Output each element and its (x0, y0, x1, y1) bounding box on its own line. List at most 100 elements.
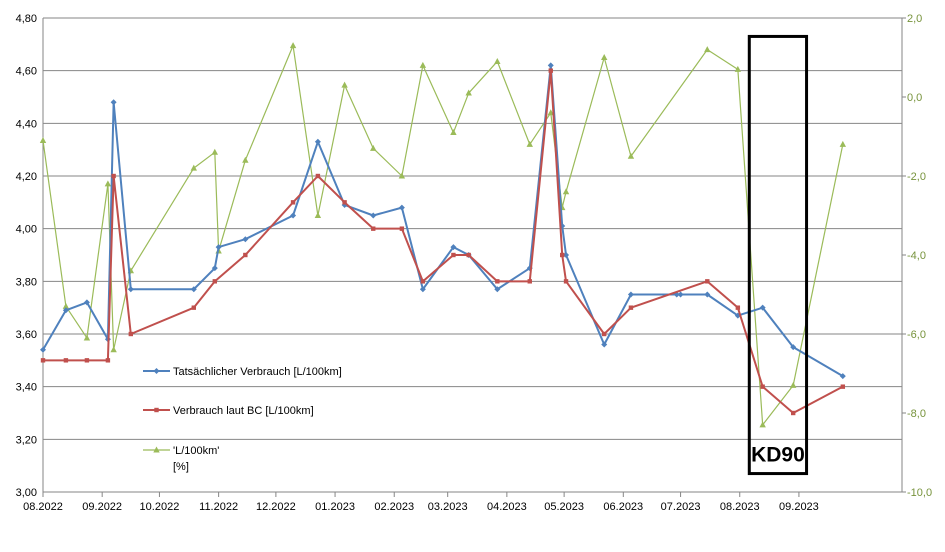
data-point (494, 286, 501, 293)
data-point (215, 244, 222, 251)
left-axis-ticks: 3,00 3,20 3,40 3,60 3,80 4,00 4,20 4,40 4,60 4,80 (16, 13, 37, 499)
right-axis-ticks: -10,0 -8,0 -6,0 -4,0 -2,0 0,0 2,0 (902, 13, 932, 499)
data-point (628, 305, 634, 310)
right-tick-label: -6,0 (907, 329, 926, 341)
left-tick-label: 3,00 (16, 487, 37, 499)
data-point (790, 410, 796, 416)
data-point (734, 65, 742, 72)
x-tick-label: 07.2023 (661, 501, 701, 513)
x-tick-label: 06.2023 (603, 501, 643, 513)
data-point (420, 279, 426, 284)
left-tick-label: 3,40 (16, 382, 37, 394)
data-point (547, 62, 554, 69)
data-point (705, 279, 710, 284)
gridlines (43, 17, 902, 493)
data-point (627, 291, 634, 298)
series-group (39, 42, 847, 428)
data-point (211, 148, 218, 155)
left-tick-label: 3,80 (16, 276, 37, 288)
data-point (450, 129, 457, 136)
data-point (399, 226, 405, 231)
data-point (83, 334, 91, 341)
data-point (627, 152, 635, 159)
left-tick-label: 4,60 (16, 66, 37, 78)
data-point (40, 358, 46, 363)
data-point (601, 341, 608, 348)
data-point (63, 358, 69, 363)
right-tick-label: -4,0 (907, 250, 926, 262)
x-tick-label: 12.2022 (256, 501, 296, 513)
left-tick-label: 3,20 (16, 434, 37, 446)
data-point (398, 172, 406, 179)
data-point (760, 384, 765, 389)
data-point (419, 286, 426, 293)
data-point (839, 373, 846, 380)
legend-swatch-marker (153, 368, 160, 374)
data-point (563, 279, 569, 284)
legend-label: 'L/100km' (173, 445, 219, 457)
series-2 (40, 68, 846, 416)
data-point (315, 173, 321, 179)
data-point (110, 99, 117, 106)
data-point (289, 42, 297, 49)
x-tick-label: 09.2022 (82, 501, 122, 513)
data-point (563, 252, 570, 258)
data-point (104, 180, 112, 187)
data-point (839, 140, 847, 147)
data-point (789, 381, 797, 388)
right-tick-label: 0,0 (907, 92, 922, 104)
data-point (527, 279, 532, 284)
data-point (242, 236, 249, 243)
data-point (190, 286, 197, 293)
data-point (494, 57, 501, 64)
left-tick-label: 4,80 (16, 13, 37, 25)
x-axis-ticks: 08.2022 09.2022 10.2022 11.2022 12.2022 01.20… (23, 492, 819, 513)
x-tick-label: 11.2022 (199, 501, 238, 513)
data-point (191, 305, 197, 310)
data-point (314, 138, 321, 145)
right-tick-label: -10,0 (907, 487, 932, 499)
data-point (62, 307, 69, 314)
left-tick-label: 3,60 (16, 329, 37, 341)
legend-label: Verbrauch laut BC [L/100km] (173, 405, 314, 417)
data-point (290, 212, 297, 219)
annotation-label: KD90 (751, 444, 805, 467)
data-point (704, 46, 711, 53)
data-point (128, 331, 134, 337)
data-point (735, 305, 741, 310)
x-tick-label: 04.2023 (487, 501, 527, 513)
data-point (466, 252, 471, 258)
right-tick-label: -8,0 (907, 408, 926, 420)
x-tick-label: 01.2023 (315, 501, 355, 513)
data-point (110, 346, 117, 353)
right-tick-label: 2,0 (907, 13, 922, 25)
data-point (190, 164, 198, 171)
data-point (840, 384, 846, 389)
x-tick-label: 02.2023 (374, 501, 414, 513)
x-tick-label: 03.2023 (428, 501, 468, 513)
data-point (526, 140, 533, 147)
data-point (562, 188, 570, 195)
x-tick-label: 05.2023 (544, 501, 584, 513)
data-point (371, 226, 376, 231)
data-point (451, 252, 456, 258)
data-point (450, 244, 457, 251)
data-point (547, 109, 554, 116)
legend-swatch-marker (153, 446, 160, 453)
data-point (40, 346, 46, 353)
series-line (42, 45, 844, 426)
right-tick-label: -2,0 (907, 171, 926, 183)
data-point (243, 252, 248, 258)
data-point (62, 302, 70, 309)
data-point (314, 212, 322, 218)
left-tick-label: 4,40 (16, 118, 37, 130)
data-point (39, 136, 47, 143)
data-point (84, 358, 90, 363)
left-tick-label: 4,00 (16, 224, 37, 236)
x-tick-label: 08.2023 (720, 501, 760, 513)
data-point (127, 286, 134, 293)
data-point (759, 421, 766, 428)
x-tick-label: 08.2022 (23, 501, 63, 513)
